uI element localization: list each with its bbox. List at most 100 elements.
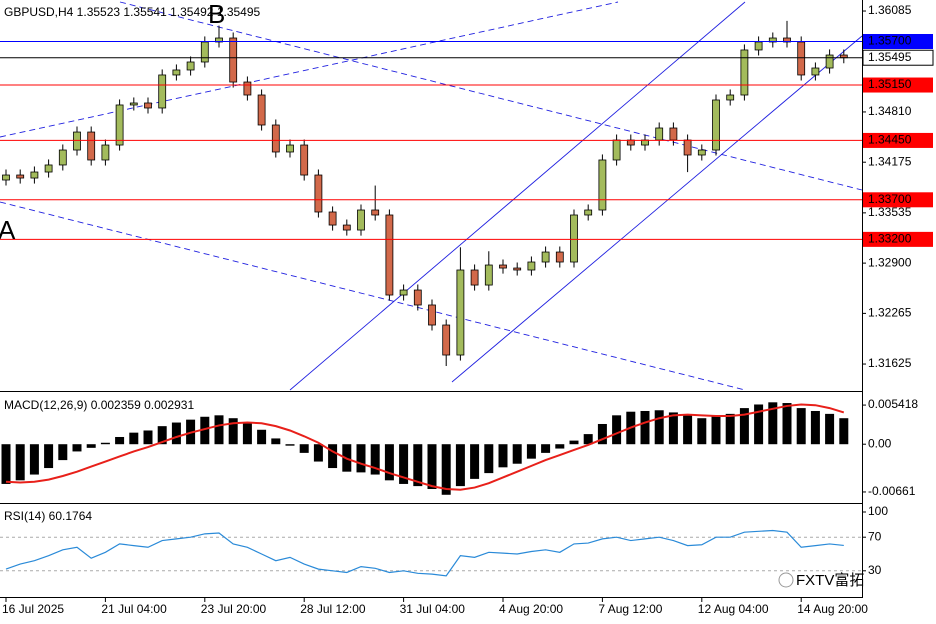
- macd-bar: [739, 408, 749, 445]
- candle-body: [2, 174, 10, 181]
- y-tick-label: 1.32900: [868, 255, 912, 269]
- y-tick-label: 0.005418: [868, 397, 918, 411]
- candle-body: [172, 69, 181, 76]
- macd-bar: [29, 444, 39, 475]
- candle-body: [385, 214, 394, 296]
- macd-bar: [541, 444, 551, 453]
- macd-bar: [569, 440, 579, 445]
- macd-bar: [356, 444, 366, 473]
- candle-body: [726, 94, 735, 101]
- macd-bar: [796, 408, 806, 445]
- macd-bar: [271, 438, 281, 445]
- macd-bar: [782, 403, 792, 445]
- level-label-box: [863, 33, 933, 49]
- level-label: 1.33200: [868, 232, 912, 246]
- wave-label: B: [208, 0, 225, 29]
- candle-body: [570, 214, 578, 263]
- candle-body: [30, 171, 39, 179]
- candle-body: [342, 224, 351, 231]
- macd-bar: [441, 444, 451, 495]
- level-label-box: [863, 77, 933, 93]
- chart-title: GBPUSD,H4 1.35523 1.35541 1.35492 1.3549…: [4, 5, 261, 19]
- candle-body: [697, 149, 706, 156]
- macd-bar: [427, 444, 437, 489]
- trend-line: [119, 1, 863, 191]
- x-tick-label: 4 Aug 20:00: [499, 602, 563, 616]
- candle-body: [186, 61, 195, 71]
- wave-label: A: [0, 215, 16, 245]
- candle-body: [499, 264, 507, 269]
- macd-bar: [484, 444, 494, 474]
- macd-bar: [810, 410, 820, 445]
- macd-bar: [470, 444, 480, 479]
- y-tick-label: 0.00: [868, 436, 892, 450]
- macd-bar: [171, 422, 181, 445]
- macd-bar: [285, 444, 295, 446]
- candle-body: [825, 54, 834, 69]
- candle-body: [371, 209, 380, 216]
- macd-bar: [498, 444, 508, 468]
- x-tick-label: 14 Aug 20:00: [797, 602, 868, 616]
- macd-bar: [384, 444, 394, 481]
- macd-bar: [200, 416, 210, 445]
- y-tick-label: 1.31625: [868, 356, 912, 370]
- macd-bar: [683, 415, 693, 445]
- y-tick-label: 30: [868, 563, 882, 577]
- x-tick-label: 31 Jul 04:00: [400, 602, 466, 616]
- macd-bar: [44, 444, 54, 469]
- candle-body: [115, 104, 124, 146]
- y-tick-label: 70: [868, 529, 882, 543]
- level-label: 1.34450: [868, 133, 912, 147]
- macd-bar: [313, 444, 323, 462]
- x-tick-label: 12 Aug 04:00: [698, 602, 769, 616]
- candle-body: [584, 209, 593, 216]
- macd-bar: [612, 415, 622, 445]
- x-tick-label: 21 Jul 04:00: [101, 602, 167, 616]
- macd-bar: [583, 434, 593, 445]
- candle-body: [357, 209, 365, 231]
- indicator-title: MACD(12,26,9) 0.002359 0.002931: [4, 398, 194, 412]
- macd-bar: [711, 415, 721, 445]
- candle-body: [754, 41, 763, 51]
- x-tick-label: 16 Jul 2025: [2, 602, 64, 616]
- x-tick-label: 28 Jul 12:00: [300, 602, 366, 616]
- candle-body: [513, 267, 522, 271]
- macd-bar: [825, 413, 835, 445]
- channel-line: [289, 1, 746, 391]
- pane-borders: [0, 0, 863, 598]
- macd-bar: [668, 412, 678, 445]
- level-label: 1.33700: [868, 192, 912, 206]
- candle-body: [669, 127, 678, 141]
- candle-body: [200, 41, 209, 63]
- level-label-box: [863, 231, 933, 247]
- macd-bar: [15, 444, 25, 481]
- macd-bar: [115, 436, 125, 445]
- macd-bar: [754, 404, 764, 445]
- candle-body: [144, 102, 152, 109]
- macd-bar: [58, 444, 68, 461]
- macd-bar: [214, 415, 224, 445]
- y-tick-label: 1.34810: [868, 104, 912, 118]
- candle-body: [598, 159, 607, 211]
- candle-body: [442, 324, 451, 356]
- level-label: 1.35150: [868, 77, 912, 91]
- level-label: 1.35700: [868, 34, 912, 48]
- candle-body: [712, 99, 720, 151]
- watermark: FXTV富拓: [796, 571, 864, 589]
- macd-bar: [299, 444, 309, 453]
- candle-body: [797, 41, 806, 76]
- macd-bar: [455, 444, 465, 487]
- y-tick-label: 1.34175: [868, 154, 912, 168]
- macd-bar: [725, 413, 735, 445]
- indicator-title: RSI(14) 60.1764: [4, 509, 92, 523]
- candle-body: [44, 164, 53, 173]
- macd-bar: [1, 444, 11, 484]
- y-tick-label: -0.00661: [868, 484, 916, 498]
- macd-bar: [597, 423, 607, 445]
- macd-bar: [242, 422, 252, 445]
- candle-body: [555, 251, 564, 263]
- candle-body: [612, 139, 621, 161]
- macd-bar: [328, 444, 338, 469]
